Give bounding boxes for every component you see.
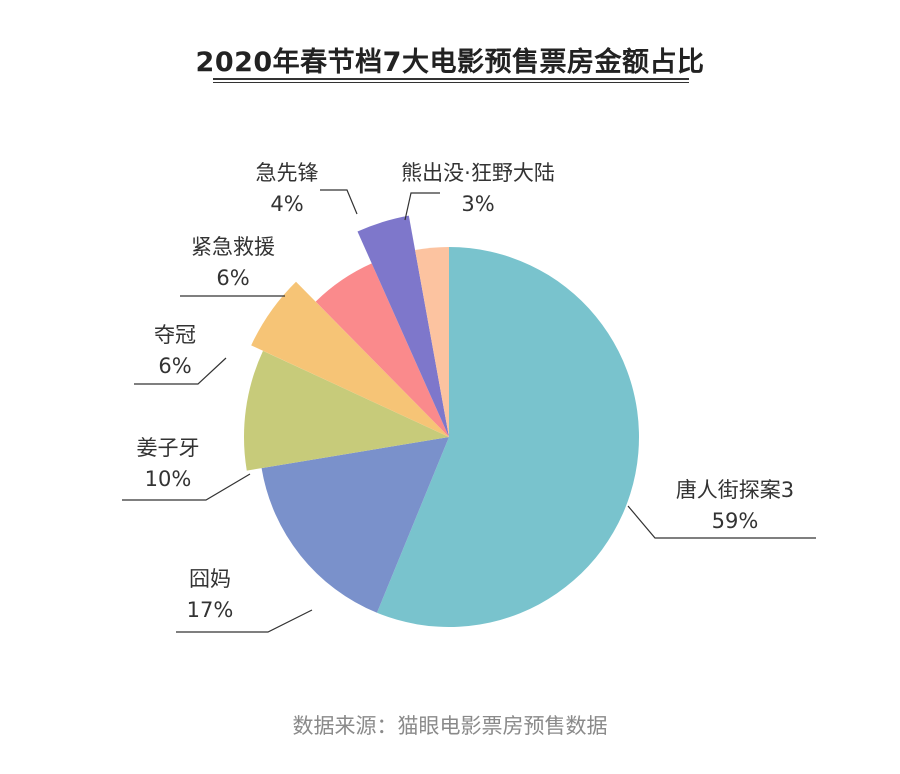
slice-value-label: 17% [187,598,234,622]
pie-slice [315,263,449,437]
data-source-note: 数据来源：猫眼电影票房预售数据 [292,714,608,738]
chart-title: 2020年春节档7大电影预售票房金额占比 [195,47,705,78]
slice-label: 紧急救援 [191,235,275,259]
slice-value-label: 59% [712,509,759,533]
slice-label: 囧妈 [189,567,231,591]
pie-slice [415,247,449,437]
leader-line [320,189,358,215]
pie-slice [251,281,449,437]
leader-line [627,505,816,539]
slice-label: 夺冠 [154,323,196,347]
slice-value-label: 3% [461,192,494,216]
slice-value-label: 6% [158,354,191,378]
slice-label: 姜子牙 [137,436,200,460]
pie-slice [244,350,449,471]
title-underline [213,78,689,80]
slice-label: 急先锋 [256,161,319,185]
slice-value-label: 4% [270,192,303,216]
leader-line [122,473,251,501]
leader-line [176,609,313,633]
slice-value-label: 10% [145,467,192,491]
slice-value-label: 6% [216,266,249,290]
leader-line [134,357,227,385]
slice-label: 唐人街探案3 [676,478,794,502]
leader-line [404,192,440,221]
slice-label: 熊出没·狂野大陆 [401,161,555,185]
pie-slice [261,437,449,613]
pie-slice [376,247,639,627]
pie-slice [357,215,449,437]
title-underline-thin [213,82,689,83]
